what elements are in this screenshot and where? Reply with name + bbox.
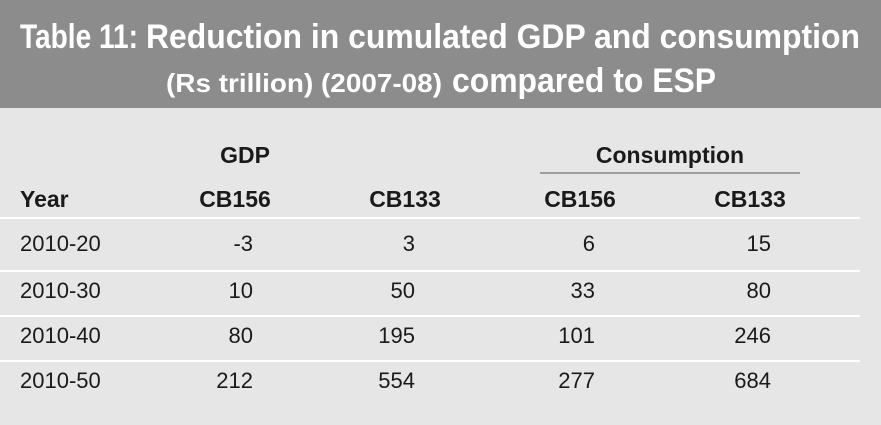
column-header: CB156	[199, 186, 271, 212]
table-body	[0, 108, 881, 425]
group-header: Consumption	[596, 142, 744, 168]
cell-value: 33	[571, 278, 595, 303]
cell-value: 80	[747, 278, 771, 303]
title-line-2: compared to ESP	[452, 62, 716, 100]
row-label: 2010-40	[20, 323, 101, 348]
cell-value: 101	[558, 323, 595, 348]
row-label: 2010-30	[20, 278, 101, 303]
cell-value: 15	[747, 231, 771, 256]
title-line-1: Reduction in cumulated GDP and consumpti…	[146, 18, 860, 56]
row-label: 2010-20	[20, 231, 101, 256]
cell-value: 50	[391, 278, 415, 303]
column-header: Year	[20, 186, 69, 212]
column-header: CB156	[544, 186, 616, 212]
cell-value: 277	[558, 368, 595, 393]
group-header: GDP	[220, 142, 270, 168]
cell-value: 6	[583, 231, 595, 256]
cell-value: 3	[403, 231, 415, 256]
column-header: CB133	[369, 186, 441, 212]
cell-value: 212	[216, 368, 253, 393]
cell-value: 684	[734, 368, 771, 393]
cell-value: 246	[734, 323, 771, 348]
cell-value: 10	[229, 278, 253, 303]
cell-value: 80	[229, 323, 253, 348]
cell-value: 195	[378, 323, 415, 348]
row-label: 2010-50	[20, 368, 101, 393]
column-header: CB133	[714, 186, 786, 212]
header-band	[0, 0, 881, 108]
title-units: (Rs trillion) (2007-08)	[166, 68, 442, 98]
cell-value: 554	[378, 368, 415, 393]
table-label: Table 11:	[20, 18, 138, 56]
cell-value: -3	[233, 231, 253, 256]
